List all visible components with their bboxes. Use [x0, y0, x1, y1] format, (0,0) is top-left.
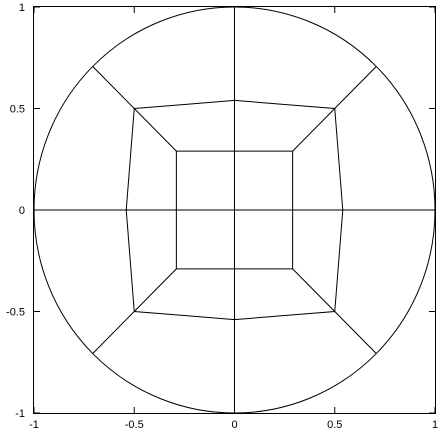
y-tick-label-1: -0.5 [6, 307, 25, 319]
y-tick-label-3: 0.5 [10, 104, 25, 116]
diagonal-top-left-inner [133, 108, 177, 152]
diagonal-bottom-left-inner [133, 268, 177, 312]
diagonal-top-right-inner [292, 108, 336, 152]
x-tick-label-2: 0 [231, 419, 237, 431]
diagonal-top-left-outer [92, 66, 135, 109]
y-tick-label-2: 0 [19, 205, 25, 217]
tick-labels: -1 -0.5 0 0.5 1 -1 -0.5 0 0.5 1 [6, 2, 438, 431]
diagonal-bottom-left-outer [92, 311, 135, 354]
x-tick-label-1: -0.5 [125, 419, 144, 431]
mesh-shapes [33, 6, 436, 414]
x-tick-label-0: -1 [29, 419, 39, 431]
diagonal-bottom-right-inner [292, 268, 336, 312]
x-tick-label-4: 1 [432, 419, 438, 431]
y-tick-label-4: 1 [19, 2, 25, 14]
diagonal-bottom-right-outer [334, 311, 377, 354]
y-tick-label-0: -1 [15, 408, 25, 420]
x-tick-label-3: 0.5 [327, 419, 342, 431]
diagonal-top-right-outer [334, 66, 377, 109]
